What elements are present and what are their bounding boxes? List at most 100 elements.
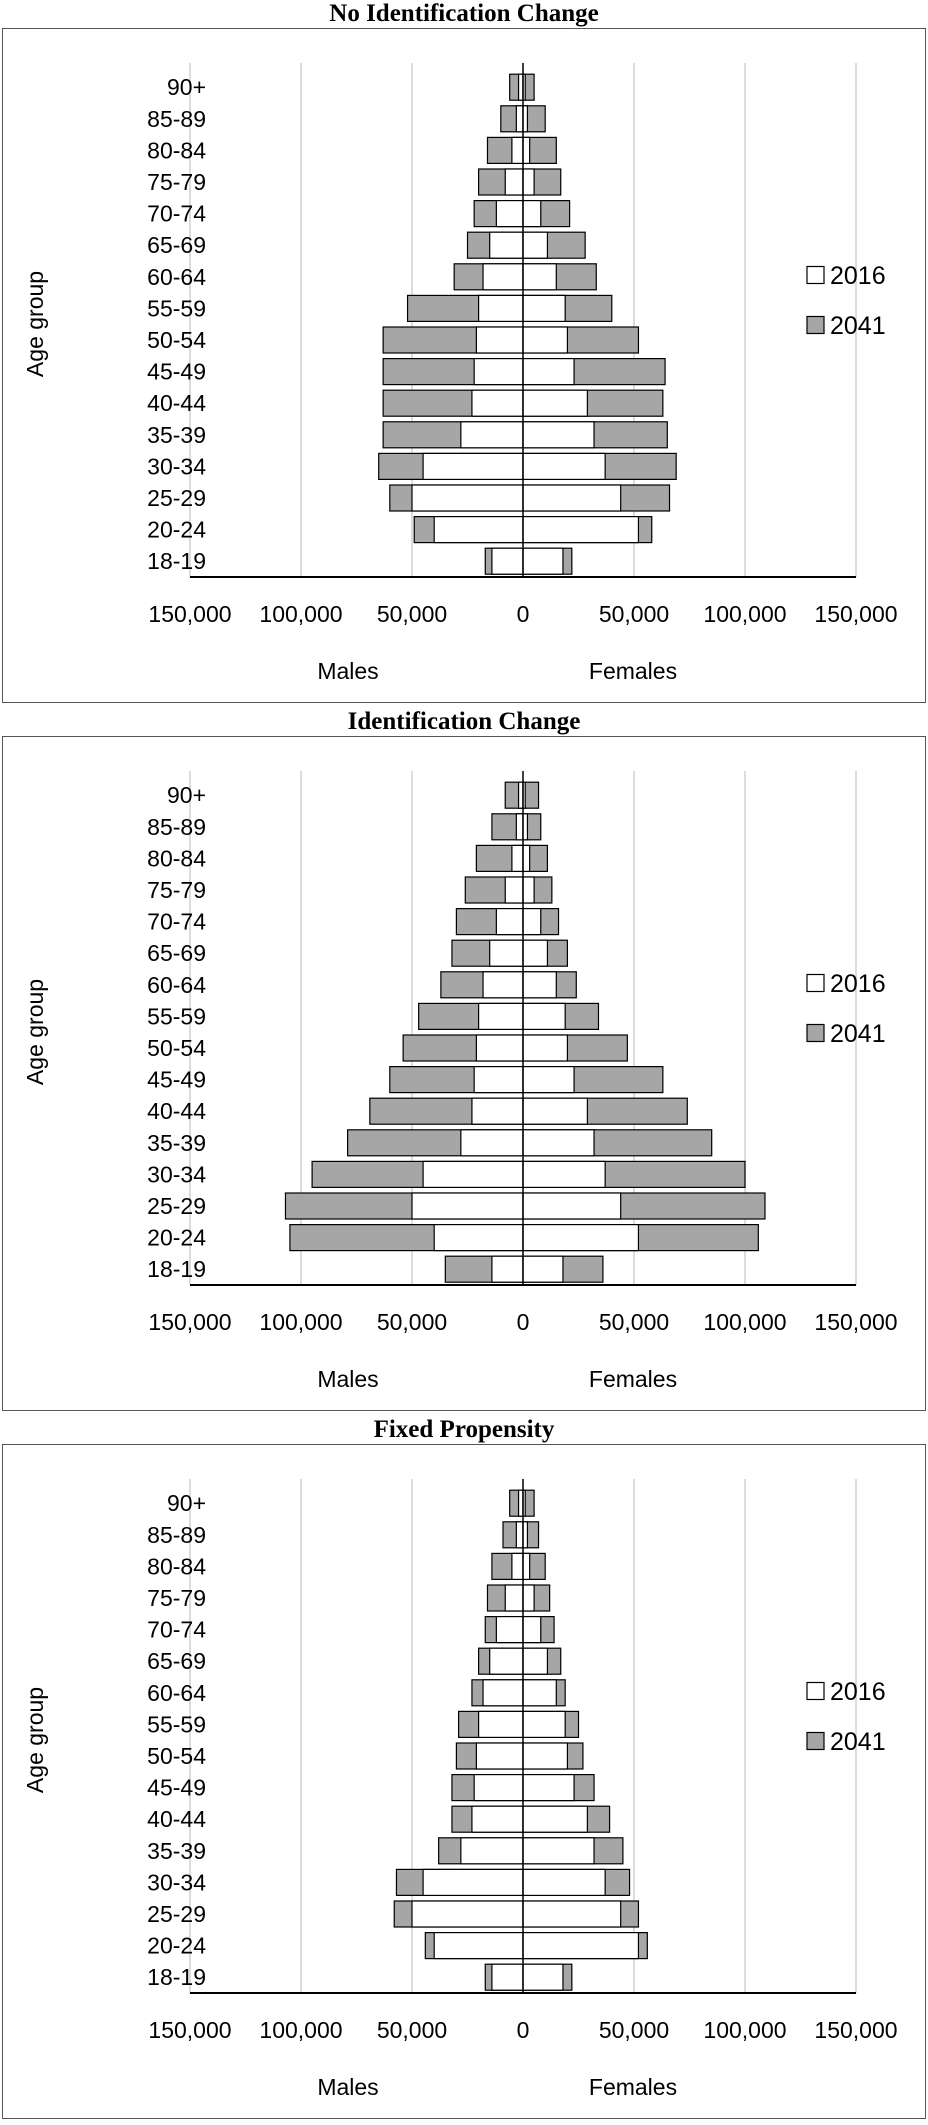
legend-label-2041: 2041 [830,1728,886,1756]
pyramid-chart: 18-19 20-24 25-29 30-34 35-39 40-44 45-49 50-54… [22,771,898,1392]
x-tick-label: 50,000 [599,1309,669,1335]
y-tick-label: 85-89 [147,814,206,840]
y-tick-label: 35-39 [147,1838,206,1864]
y-tick-label: 18-19 [147,1964,206,1990]
y-tick-label: 60-64 [147,264,206,290]
bar-male-2016-50-54 [475,1034,524,1062]
bar-female-2016-60-64 [522,1679,557,1707]
x-tick-label: 100,000 [259,601,342,627]
bar-male-2016-60-64 [482,1679,524,1707]
x-tick-label: 150,000 [814,601,897,627]
y-tick-label: 60-64 [147,972,206,998]
bar-male-2016-55-59 [478,294,524,322]
bar-female-2016-45-49 [522,1066,575,1094]
chart-title: Fixed Propensity [373,1416,555,1443]
bar-male-2016-18-19 [491,1963,524,1991]
bar-male-2016-35-39 [460,1837,524,1865]
bar-female-2016-70-74 [522,1616,542,1644]
y-tick-label: 50-54 [147,1743,206,1769]
bar-male-2016-75-79 [504,876,524,904]
x-tick-label: 100,000 [703,601,786,627]
y-tick-label: 55-59 [147,1711,206,1737]
bar-female-2016-50-54 [522,1034,569,1062]
bar-female-2016-50-54 [522,326,569,354]
bar-female-2016-30-34 [522,1160,606,1188]
bar-male-2016-30-34 [422,1868,524,1896]
y-tick-label: 80-84 [147,137,206,163]
bar-male-2016-85-89 [515,105,524,133]
y-tick-label: 30-34 [147,453,206,479]
y-tick-label: 50-54 [147,327,206,353]
y-tick-label: 25-29 [147,1193,206,1219]
y-tick-label: 90+ [167,74,206,100]
y-tick-label: 40-44 [147,1806,206,1832]
bar-male-2016-60-64 [482,263,524,291]
bar-male-2016-20-24 [433,1224,524,1252]
bar-male-2016-70-74 [495,908,524,936]
x-label-males: Males [317,1366,378,1392]
x-tick-label: 0 [517,1309,530,1335]
y-tick-label: 55-59 [147,1003,206,1029]
bar-male-2016-40-44 [471,1805,524,1833]
bar-female-2016-18-19 [522,1255,564,1283]
bar-male-2016-25-29 [411,1900,524,1928]
x-tick-label: 100,000 [703,1309,786,1335]
chart-title: No Identification Change [329,0,599,27]
bar-male-2016-18-19 [491,1255,524,1283]
bar-male-2016-75-79 [504,168,524,196]
y-axis-label: Age group [22,271,48,377]
y-tick-label: 55-59 [147,295,206,321]
bar-female-2016-40-44 [522,1805,588,1833]
bar-female-2016-50-54 [522,1742,569,1770]
y-tick-label: 20-24 [147,1225,206,1251]
bar-male-2016-30-34 [422,1160,524,1188]
y-tick-label: 30-34 [147,1869,206,1895]
x-tick-label: 150,000 [148,601,231,627]
x-tick-label: 150,000 [148,1309,231,1335]
legend-swatch-2041 [806,1731,825,1751]
bar-female-2016-80-84 [522,136,531,165]
y-tick-label: 45-49 [147,1775,206,1801]
y-tick-label: 40-44 [147,390,206,416]
bar-female-2016-18-19 [522,547,564,575]
bar-male-2016-70-74 [495,1616,524,1644]
bar-female-2016-65-69 [522,1647,549,1675]
pyramid-chart: 18-19 20-24 25-29 30-34 35-39 40-44 45-49 50-54… [22,1479,898,2100]
y-tick-label: 65-69 [147,940,206,966]
bar-female-2016-75-79 [522,1584,535,1612]
bar-female-2016-60-64 [522,263,557,291]
bar-female-2016-18-19 [522,1963,564,1991]
bar-male-2016-55-59 [478,1002,524,1030]
y-tick-label: 70-74 [147,201,206,227]
bar-male-2016-40-44 [471,389,524,417]
x-tick-label: 100,000 [259,1309,342,1335]
y-tick-label: 35-39 [147,1130,206,1156]
y-axis-label: Age group [22,979,48,1085]
y-tick-label: 80-84 [147,845,206,871]
y-tick-label: 90+ [167,782,206,808]
bar-male-2016-35-39 [460,1129,524,1157]
y-tick-label: 40-44 [147,1098,206,1124]
x-tick-label: 100,000 [259,2017,342,2043]
y-tick-label: 45-49 [147,359,206,385]
bar-female-2016-20-24 [522,1932,640,1960]
y-tick-label: 70-74 [147,1617,206,1643]
bar-male-2016-40-44 [471,1097,524,1125]
bar-male-2016-55-59 [478,1710,524,1738]
bar-female-2016-55-59 [522,1710,566,1738]
y-tick-label: 18-19 [147,1256,206,1282]
x-label-males: Males [317,658,378,684]
y-tick-label: 30-34 [147,1161,206,1187]
bar-male-2016-65-69 [489,939,524,967]
y-tick-label: 85-89 [147,106,206,132]
y-tick-label: 20-24 [147,1933,206,1959]
y-tick-label: 25-29 [147,1901,206,1927]
legend-label-2016: 2016 [830,262,886,290]
chart-panel-identification-change: 18-19 20-24 25-29 30-34 35-39 40-44 45-49 50-54… [2,736,926,1411]
bar-female-2016-60-64 [522,971,557,999]
bar-male-2016-65-69 [489,1647,524,1675]
bar-male-2016-50-54 [475,1742,524,1770]
bar-male-2016-50-54 [475,326,524,354]
bar-female-2016-45-49 [522,1774,575,1802]
bar-female-2016-40-44 [522,1097,588,1125]
